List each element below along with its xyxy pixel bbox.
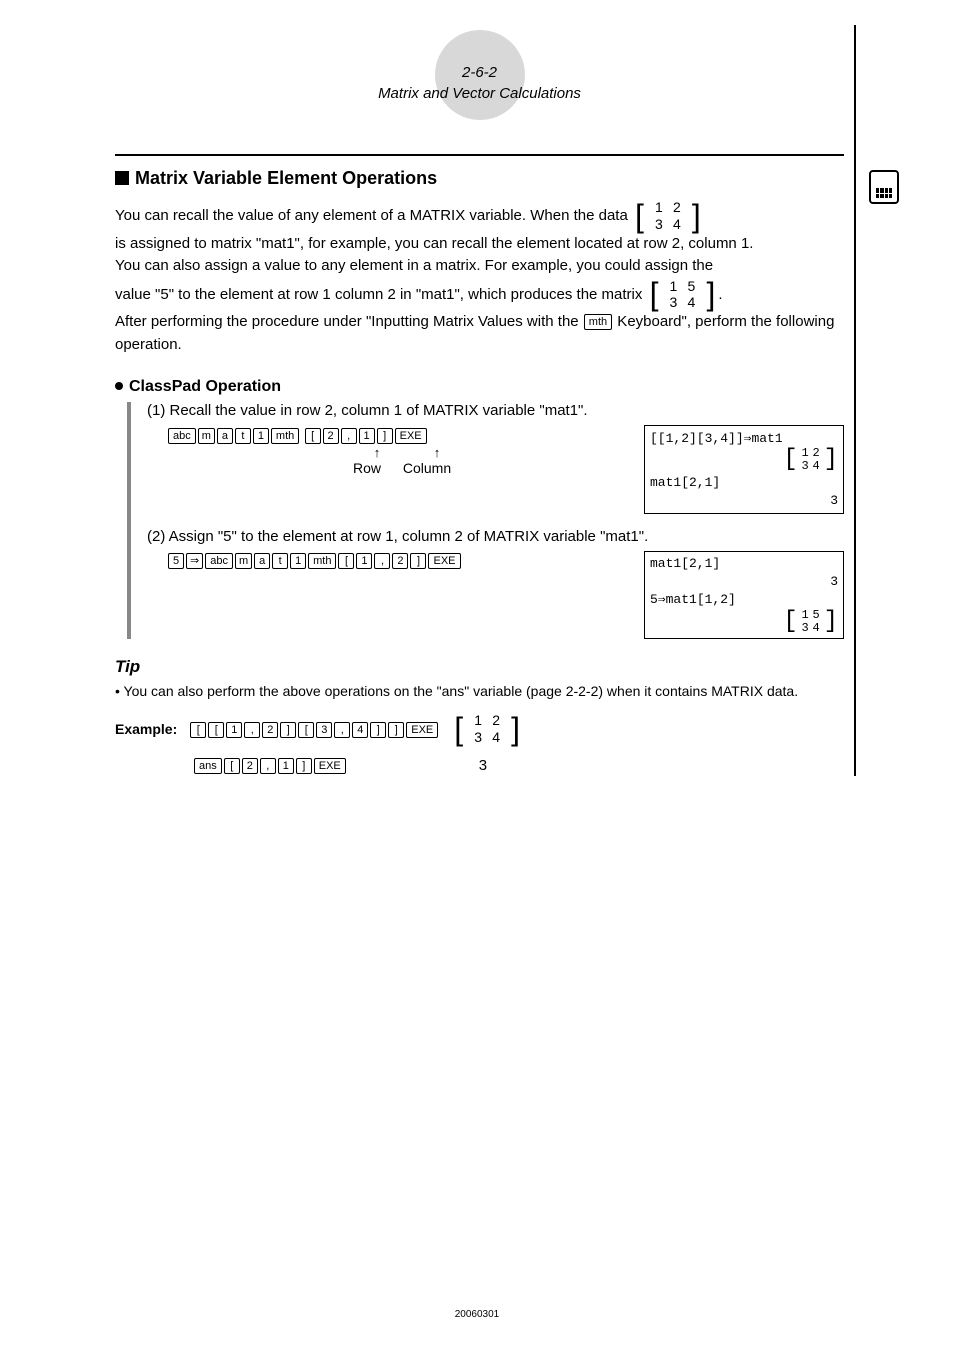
- step1-text: (1) Recall the value in row 2, column 1 …: [147, 402, 844, 419]
- p4: After performing the procedure under "In…: [115, 311, 844, 356]
- example-label: Example:: [115, 721, 177, 737]
- example-matrix: [ 12 34 ]: [454, 712, 520, 746]
- calculator-icon: [869, 170, 899, 204]
- screen-1: [[1,2][3,4]]⇒mat1 [ 12 34 ] mat1[2,1] 3: [644, 425, 844, 513]
- example-keys-2: ans[2,1]EXE: [193, 756, 347, 776]
- example-row-2: ans[2,1]EXE 3: [193, 756, 844, 776]
- intro-para: You can recall the value of any element …: [115, 199, 844, 233]
- step2-text: (2) Assign "5" to the element at row 1, …: [147, 528, 844, 545]
- step1-keys: abcmat1mth [2,1]EXE: [167, 425, 629, 445]
- example-keys-1: [[1,2][3,4]]EXE: [189, 719, 439, 739]
- sm-matrix-1: [ 12 34 ]: [783, 447, 838, 473]
- divider: [115, 154, 844, 156]
- tip-heading: Tip: [115, 657, 844, 677]
- sm-matrix-2: [ 15 34 ]: [783, 609, 838, 635]
- p1a: You can recall the value of any element …: [115, 207, 628, 224]
- matrix-2: [ 15 34 ]: [650, 278, 716, 312]
- p2: You can also assign a value to any eleme…: [115, 255, 844, 278]
- p3a: value "5" to the element at row 1 column…: [115, 285, 642, 302]
- op-heading: ClassPad Operation: [115, 378, 844, 396]
- p3-row: value "5" to the element at row 1 column…: [115, 278, 844, 312]
- p3b: .: [718, 285, 722, 302]
- operation-block: (1) Recall the value in row 2, column 1 …: [127, 402, 844, 639]
- row-col-labels: RowColumn: [337, 460, 629, 476]
- page-number: 2-6-2: [115, 62, 844, 83]
- example-result: 3: [479, 757, 487, 774]
- screen-2: mat1[2,1] 3 5⇒mat1[1,2] [ 15 34 ]: [644, 551, 844, 639]
- page-header: 2-6-2 Matrix and Vector Calculations: [115, 40, 844, 104]
- mth-key: mth: [584, 314, 612, 330]
- page-title: Matrix and Vector Calculations: [115, 83, 844, 104]
- p1b: is assigned to matrix "mat1", for exampl…: [115, 233, 844, 256]
- right-border: [854, 25, 856, 776]
- step2-keys: 5⇒abcmat1mth[1,2]EXE: [167, 551, 629, 571]
- tip-text: • You can also perform the above operati…: [115, 681, 844, 702]
- example-row-1: Example: [[1,2][3,4]]EXE [ 12 34 ]: [115, 712, 844, 746]
- matrix-1: [ 12 34 ]: [635, 199, 701, 233]
- heading-text: Matrix Variable Element Operations: [135, 168, 437, 188]
- arrows: ↑↑: [347, 445, 629, 460]
- footer-date: 20060301: [0, 1309, 954, 1320]
- section-heading: Matrix Variable Element Operations: [115, 168, 844, 189]
